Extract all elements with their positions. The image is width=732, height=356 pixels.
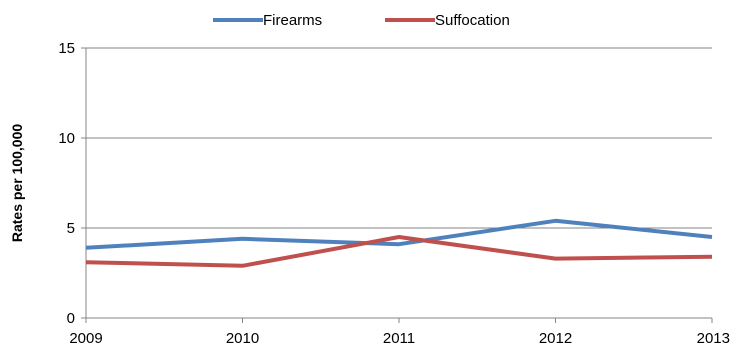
series-line-suffocation bbox=[85, 235, 713, 268]
x-tick-label: 2010 bbox=[226, 330, 259, 347]
x-tick-label: 2009 bbox=[69, 330, 102, 347]
y-axis-label: Rates per 100,000 bbox=[9, 124, 25, 243]
x-tick-label: 2013 bbox=[697, 330, 730, 347]
y-tick-label: 15 bbox=[58, 40, 75, 57]
y-tick-labels: 0 5 10 15 bbox=[58, 40, 75, 327]
series-lines bbox=[85, 218, 713, 268]
legend: Firearms Suffocation bbox=[213, 12, 510, 29]
y-tick-label: 5 bbox=[67, 220, 75, 237]
x-tick-label: 2012 bbox=[539, 330, 572, 347]
y-tick-label: 10 bbox=[58, 130, 75, 147]
x-tick-label: 2011 bbox=[383, 330, 415, 347]
y-tick-label: 0 bbox=[67, 310, 75, 327]
legend-label: Firearms bbox=[263, 12, 322, 29]
axes bbox=[81, 47, 713, 323]
grid-lines bbox=[86, 47, 712, 229]
x-tick-labels: 2009 2010 2011 2012 2013 bbox=[69, 330, 730, 347]
legend-label: Suffocation bbox=[435, 12, 510, 29]
series-line-firearms bbox=[85, 218, 713, 250]
